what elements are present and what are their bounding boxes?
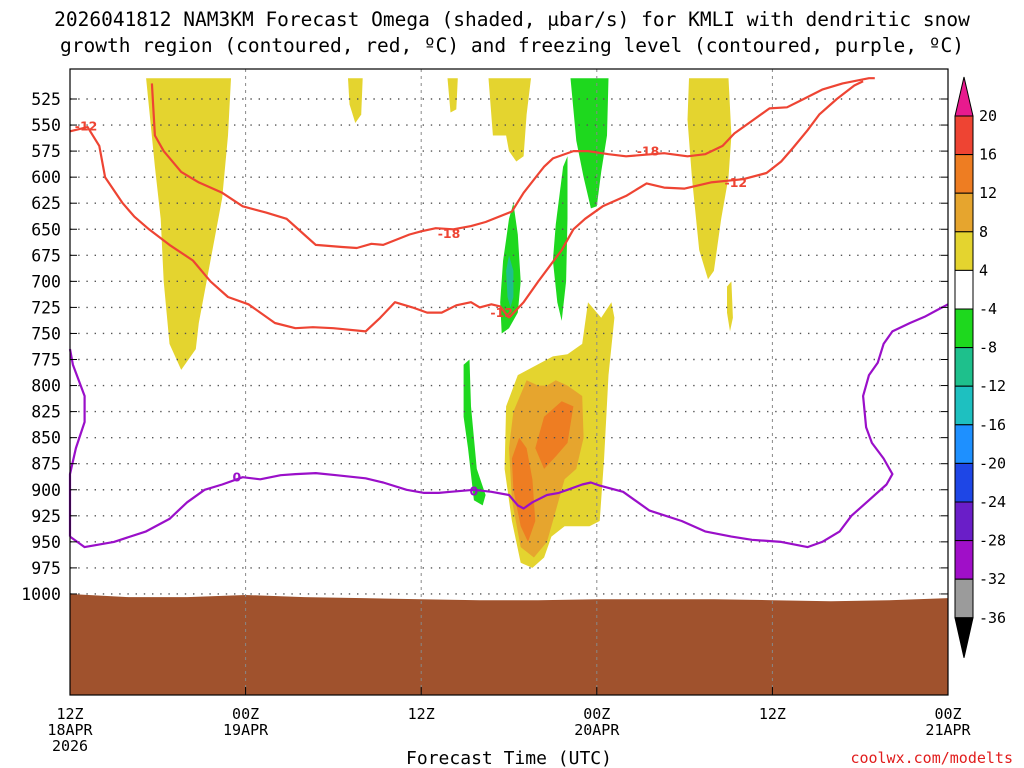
upward-omega-4-to-8-midlevel	[488, 78, 531, 162]
colorbar-tick-4: 4	[979, 261, 988, 279]
dgz-minus18-isotherm	[150, 77, 875, 250]
y-tick-label-775: 775	[31, 351, 61, 370]
colorbar-tick-13: -36	[979, 609, 1006, 627]
x-tick-label-48-0: 12Z	[759, 705, 786, 723]
upward-omega-4-to-8-small-1	[348, 78, 363, 123]
contour-label-3: -12	[725, 175, 748, 190]
contour-label-6: 0	[470, 483, 479, 498]
downward-omega-4-to-8-top	[570, 78, 609, 209]
colorbar-tick-0: 20	[979, 107, 997, 125]
x-tick-label-12-1: 19APR	[223, 721, 269, 739]
chart-title-line-2: growth region (contoured, red, ºC) and f…	[60, 34, 964, 57]
colorbar-tick-3: 8	[979, 223, 988, 241]
colorbar-bin-1	[954, 115, 974, 156]
y-tick-label-850: 850	[31, 429, 61, 448]
colorbar-tick-2: 12	[979, 184, 997, 202]
y-tick-label-875: 875	[31, 455, 61, 474]
colorbar-bin-7	[954, 347, 974, 387]
x-tick-label-24-0: 12Z	[408, 705, 435, 723]
colorbar-tick-5: -4	[979, 300, 997, 318]
colorbar-tick-1: 16	[979, 146, 997, 164]
contour-label-1: -18	[438, 226, 461, 241]
upward-omega-4-to-8-speck	[727, 281, 733, 332]
colorbar-bin-3	[954, 192, 974, 233]
colorbar-bin-9	[954, 424, 974, 464]
freezing-level-0c-west	[68, 348, 86, 537]
y-tick-label-925: 925	[31, 507, 61, 526]
x-tick-label-0-1: 18APR	[47, 721, 93, 739]
y-tick-label-600: 600	[31, 168, 61, 187]
plot-frame	[69, 68, 949, 696]
upward-omega-12-to-16-core-right	[535, 401, 574, 469]
colorbar-bin-12	[954, 540, 974, 580]
x-tick-label-0-2: 2026	[52, 737, 88, 755]
colorbar-tick-7: -12	[979, 377, 1006, 395]
colorbar-bin-10	[954, 462, 974, 503]
chart-title-line-1: 2026041812 NAM3KM Forecast Omega (shaded…	[54, 8, 970, 31]
ground-layer	[70, 594, 948, 695]
colorbar-bin-4	[954, 231, 974, 271]
colorbar-bin-6	[954, 308, 974, 349]
x-tick-label-60-0: 00Z	[934, 705, 961, 723]
credit-text: coolwx.com/modelts	[850, 749, 1013, 767]
colorbar-bin-2	[954, 154, 974, 194]
contour-label-4: -12	[490, 305, 513, 320]
downward-omega-4-to-8-low	[463, 359, 486, 506]
colorbar-tick-8: -16	[979, 416, 1006, 434]
y-tick-label-975: 975	[31, 559, 61, 578]
x-tick-label-60-1: 21APR	[925, 721, 971, 739]
y-tick-label-900: 900	[31, 481, 61, 500]
contour-label-0: -12	[75, 119, 98, 134]
colorbar-tick-9: -20	[979, 454, 1006, 472]
y-tick-label-950: 950	[31, 533, 61, 552]
contour-label-5: 0	[232, 470, 241, 485]
x-axis-label: Forecast Time (UTC)	[406, 748, 612, 768]
colorbar-tick-6: -8	[979, 339, 997, 357]
colorbar-bin-5	[954, 269, 974, 310]
freezing-level-0c-main	[69, 303, 949, 549]
x-tick-label-0-0: 12Z	[56, 705, 83, 723]
y-tick-label-1000: 1000	[21, 585, 61, 604]
colorbar-bottom-arrow	[954, 617, 974, 658]
y-tick-label-575: 575	[31, 142, 61, 161]
x-tick-label-36-0: 00Z	[583, 705, 610, 723]
y-tick-label-750: 750	[31, 324, 61, 343]
colorbar-tick-10: -24	[979, 493, 1006, 511]
y-tick-label-825: 825	[31, 403, 61, 422]
omega-colorbar: 20 16 12 8 4 -4 -8 -12 -16 -20 -24 -28 -32 -36	[954, 76, 1006, 658]
y-tick-label-800: 800	[31, 377, 61, 396]
contour-labels: -12 -18 -18 -12 -12 0 0	[75, 119, 748, 499]
upward-omega-4-to-8-tall-plume	[146, 78, 231, 370]
colorbar-bin-11	[954, 501, 974, 542]
y-tick-label-650: 650	[31, 220, 61, 239]
y-tick-label-700: 700	[31, 272, 61, 291]
x-tick-label-12-0: 00Z	[232, 705, 259, 723]
dgz-minus12-isotherm-east	[508, 80, 864, 319]
upward-omega-4-to-8-small-2	[447, 78, 458, 113]
dgz-minus12-isotherm-west	[69, 125, 510, 333]
upward-omega-4-to-8-late	[687, 78, 732, 280]
downward-omega-4-to-8-thin	[552, 156, 568, 321]
pressure-axis: 525 550 575 600 625 650 675 700 725 750 775 800 825 8…	[21, 90, 948, 604]
y-tick-label-525: 525	[31, 90, 61, 109]
contour-lines	[68, 77, 949, 549]
contour-label-2: -18	[637, 144, 660, 159]
y-tick-label-675: 675	[31, 246, 61, 265]
y-tick-label-625: 625	[31, 194, 61, 213]
y-tick-label-725: 725	[31, 298, 61, 317]
colorbar-tick-12: -32	[979, 570, 1006, 588]
colorbar-tick-11: -28	[979, 532, 1006, 550]
downward-omega-8-to-12-core	[506, 255, 514, 308]
colorbar-bin-8	[954, 385, 974, 426]
ground-surface	[70, 594, 948, 695]
y-tick-label-550: 550	[31, 116, 61, 135]
x-tick-label-36-1: 20APR	[574, 721, 620, 739]
colorbar-bin-13	[954, 578, 974, 619]
colorbar-top-arrow	[954, 76, 974, 117]
